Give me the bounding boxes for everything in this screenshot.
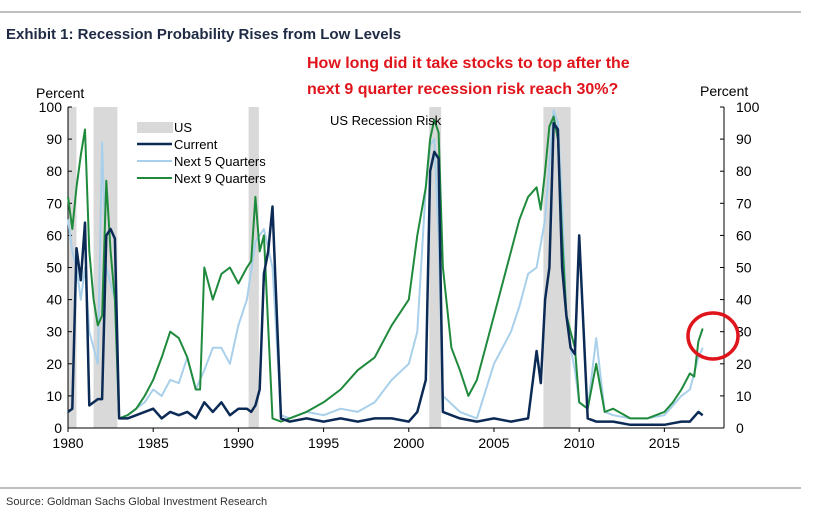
x-tick-label: 1980 (52, 435, 83, 451)
chart-title: US Recession Risk (330, 113, 442, 128)
y-tick-label-right: 0 (736, 420, 744, 436)
y-tick-label-left: 0 (54, 420, 62, 436)
y-tick-label-right: 40 (736, 292, 752, 308)
legend-label-next9: Next 9 Quarters (174, 171, 266, 186)
series-line-current (67, 121, 704, 427)
y-tick-label-right: 30 (736, 324, 752, 340)
y-tick-label-left: 30 (46, 324, 62, 340)
recession-bands (68, 107, 571, 428)
y-tick-label-right: 90 (736, 131, 752, 147)
x-tick-label: 1995 (308, 435, 339, 451)
question-line-2: next 9 quarter recession risk reach 30%? (307, 81, 618, 98)
y-tick-label-left: 20 (46, 356, 62, 372)
right-axis-title: Percent (700, 83, 748, 99)
y-tick-label-left: 50 (46, 260, 62, 276)
legend-label-us: US (174, 120, 192, 135)
y-tick-label-right: 100 (736, 99, 760, 115)
x-tick-label: 1985 (138, 435, 169, 451)
y-tick-label-left: 10 (46, 388, 62, 404)
y-tick-label-left: 70 (46, 195, 62, 211)
axes: 0 0 10 10 20 20 30 30 40 40 50 50 60 60 70 70 80 80 90 90 10… (39, 99, 760, 451)
y-tick-label-right: 50 (736, 260, 752, 276)
recession-band (543, 107, 571, 428)
legend-swatch-us (137, 122, 173, 133)
y-tick-label-right: 70 (736, 195, 752, 211)
recession-band (68, 107, 77, 428)
y-tick-label-right: 20 (736, 356, 752, 372)
left-axis-title: Percent (36, 85, 84, 101)
legend-label-current: Current (174, 137, 218, 152)
x-tick-label: 2005 (478, 435, 509, 451)
question-line-1: How long did it take stocks to top after… (307, 55, 630, 72)
y-tick-label-right: 10 (736, 388, 752, 404)
x-tick-label: 1990 (223, 435, 254, 451)
x-tick-label: 2010 (564, 435, 595, 451)
recession-band (248, 107, 259, 428)
series-line-next-5-quarters (67, 109, 704, 420)
series-line-next-9-quarters (67, 115, 704, 423)
highlight-circle (686, 311, 740, 361)
y-tick-label-left: 90 (46, 131, 62, 147)
source-note: Source: Goldman Sachs Global Investment … (6, 496, 267, 508)
y-tick-label-left: 60 (46, 227, 62, 243)
recession-band (429, 107, 442, 428)
y-tick-label-left: 100 (39, 99, 63, 115)
y-tick-label-left: 80 (46, 163, 62, 179)
y-tick-label-left: 40 (46, 292, 62, 308)
legend-label-next5: Next 5 Quarters (174, 154, 266, 169)
legend: US Current Next 5 Quarters Next 9 Quarte… (137, 120, 266, 186)
y-tick-label-right: 60 (736, 227, 752, 243)
y-tick-label-right: 80 (736, 163, 752, 179)
exhibit-title: Exhibit 1: Recession Probability Rises f… (6, 26, 401, 43)
series-lines (67, 109, 704, 427)
x-tick-label: 2015 (649, 435, 680, 451)
x-tick-label: 2000 (393, 435, 424, 451)
